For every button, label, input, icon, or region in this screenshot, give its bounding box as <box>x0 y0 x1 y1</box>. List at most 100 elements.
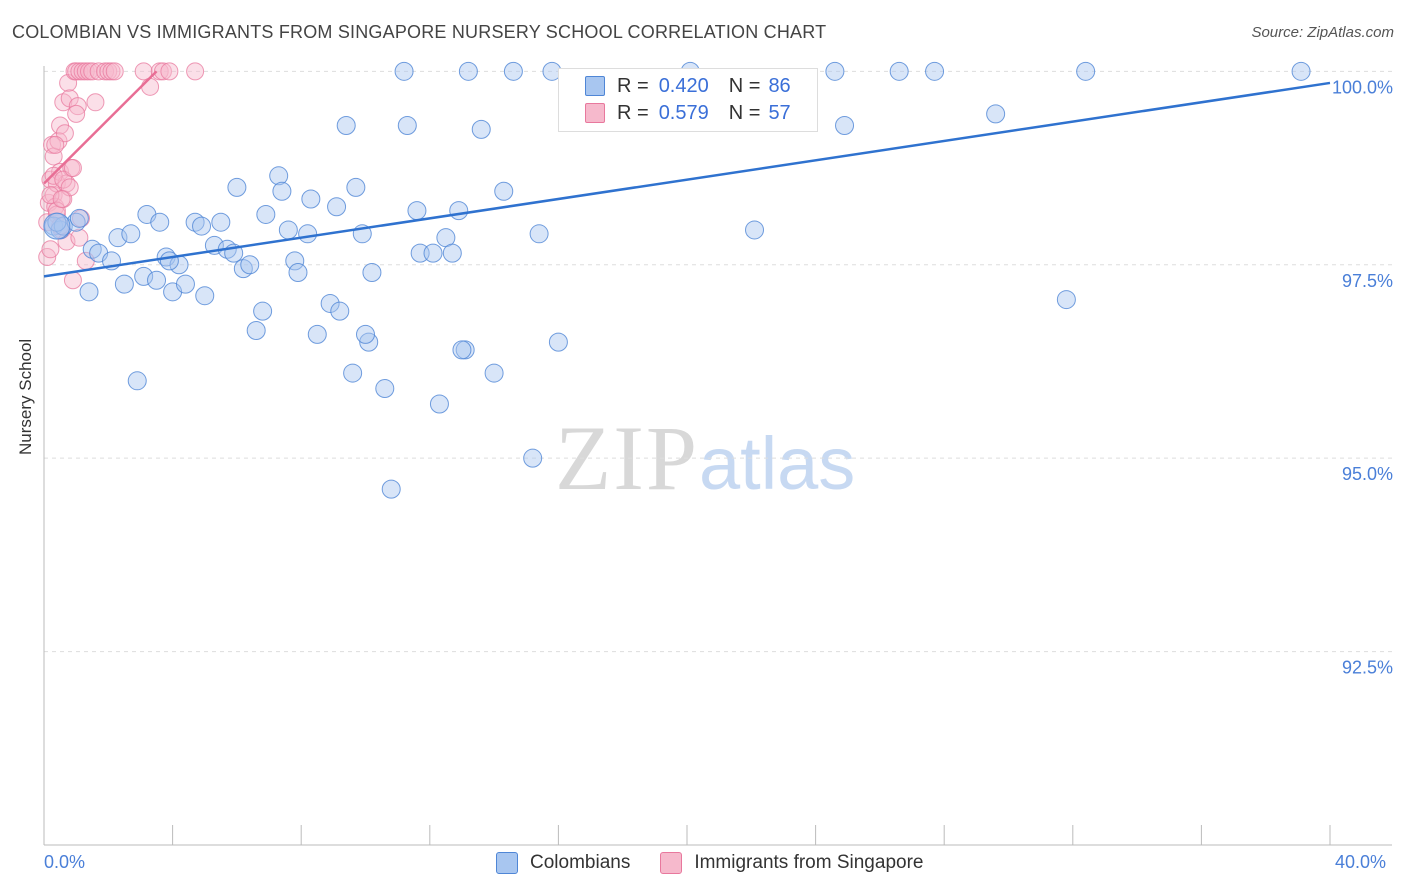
legend-item-colombians[interactable]: Colombians <box>496 852 630 874</box>
colombian-point <box>301 189 321 209</box>
singapore-point <box>46 135 65 154</box>
singapore-point <box>41 240 60 259</box>
colombian-point <box>356 324 375 344</box>
colombian-point <box>423 243 443 263</box>
singapore-point <box>70 228 89 247</box>
x-tick-label-max: 40.0% <box>1335 852 1387 872</box>
colombian-point <box>192 216 212 236</box>
colombian-point <box>269 166 289 186</box>
colombian-point <box>307 324 327 344</box>
singapore-point <box>86 93 105 112</box>
singapore-point <box>134 62 153 81</box>
singapore-point <box>44 166 63 185</box>
colombian-point <box>336 115 356 135</box>
colombian-points <box>43 61 1311 499</box>
singapore-point <box>55 124 74 143</box>
singapore-point <box>105 62 124 81</box>
colombian-point <box>835 115 855 135</box>
y-tick-label: 97.5% <box>1342 271 1393 291</box>
colombian-point <box>1056 290 1076 310</box>
singapore-point <box>67 104 86 123</box>
colombian-point <box>825 61 845 81</box>
colombian-point <box>150 212 170 232</box>
colombian-point <box>1076 61 1096 81</box>
colombian-point <box>484 363 504 383</box>
colombian-point <box>159 251 179 271</box>
colombian-point <box>343 363 363 383</box>
singapore-point <box>83 62 102 81</box>
colombian-trend-line <box>43 81 1331 278</box>
colombian-point <box>442 243 462 263</box>
legend-label-colombians: Colombians <box>530 852 631 873</box>
colombian-point <box>278 220 298 240</box>
colombian-point <box>745 220 765 240</box>
colombian-point <box>298 224 318 244</box>
colombian-point <box>449 201 469 221</box>
legend-label-singapore: Immigrants from Singapore <box>694 852 924 873</box>
singapore-point <box>153 62 172 81</box>
legend-item-singapore[interactable]: Immigrants from Singapore <box>660 852 923 874</box>
singapore-point <box>68 97 87 116</box>
y-tick-labels: 100.0% 97.5% 95.0% 92.5% <box>1332 77 1393 677</box>
colombian-point <box>986 104 1006 124</box>
y-axis-label: Nursery School <box>16 338 35 455</box>
colombian-point <box>246 321 266 341</box>
colombian-point <box>362 262 382 282</box>
singapore-point <box>63 159 82 178</box>
singapore-point <box>141 77 160 96</box>
singapore-points <box>38 62 205 290</box>
colombian-point <box>523 448 543 468</box>
watermark-zip: ZIP <box>555 407 699 509</box>
colombian-point <box>108 228 128 248</box>
colombian-point <box>529 224 549 244</box>
colombian-point <box>381 479 401 499</box>
axes <box>43 66 1392 846</box>
colombian-point <box>452 340 472 360</box>
colombian-point <box>330 301 350 321</box>
trend-lines <box>43 70 1331 278</box>
colombian-point <box>227 177 247 197</box>
colombian-point <box>195 286 215 306</box>
colombian-point <box>285 251 305 271</box>
legend-swatch-singapore <box>660 852 683 874</box>
colombian-point <box>494 181 514 201</box>
colombian-point <box>288 262 308 282</box>
colombian-point <box>407 201 427 221</box>
colombian-point <box>253 301 273 321</box>
watermark: ZIPatlas <box>555 405 855 511</box>
legend-n-value: 86 <box>768 74 791 97</box>
colombian-point <box>1291 61 1311 81</box>
legend-r-label: R = <box>617 101 649 124</box>
legend-swatch-pink <box>585 103 605 123</box>
colombian-point <box>69 208 89 228</box>
colombian-point <box>134 266 154 286</box>
colombian-point <box>327 197 347 217</box>
colombian-point <box>397 115 417 135</box>
legend-r-label: R = <box>617 74 649 97</box>
singapore-point <box>63 271 82 290</box>
colombian-point <box>211 212 231 232</box>
correlation-legend: R = 0.420 N = 86 R = 0.579 N = 57 <box>558 68 818 132</box>
legend-r-value: 0.579 <box>658 101 709 124</box>
colombian-point <box>503 61 523 81</box>
colombian-point <box>147 270 167 290</box>
legend-row-colombians: R = 0.420 N = 86 <box>585 73 795 99</box>
legend-n-label: N = <box>728 74 761 97</box>
gridlines <box>44 70 1392 653</box>
singapore-point <box>41 186 60 205</box>
colombian-point <box>429 394 449 414</box>
legend-row-singapore: R = 0.579 N = 57 <box>585 100 795 126</box>
colombian-point <box>889 61 909 81</box>
colombian-point <box>121 224 141 244</box>
singapore-trend-line <box>43 70 158 185</box>
colombian-point <box>272 181 292 201</box>
series-legend: Colombians Immigrants from Singapore <box>496 852 953 874</box>
singapore-point <box>52 189 71 208</box>
singapore-point <box>54 170 73 189</box>
legend-n-label: N = <box>728 101 761 124</box>
colombian-point <box>256 204 276 224</box>
y-tick-label: 92.5% <box>1342 658 1393 678</box>
colombian-point <box>548 332 568 352</box>
legend-swatch-colombians <box>496 852 518 874</box>
